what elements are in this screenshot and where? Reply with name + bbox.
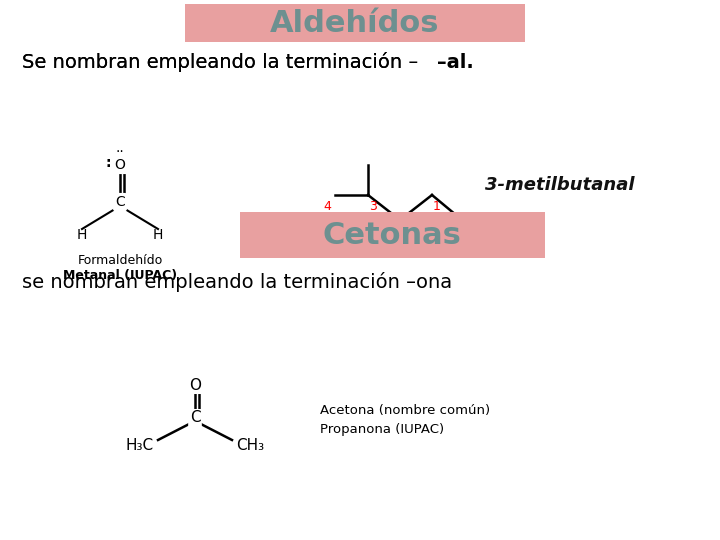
Text: Metanal (IUPAC): Metanal (IUPAC) (63, 268, 177, 281)
FancyBboxPatch shape (185, 4, 525, 42)
Text: ··: ·· (116, 145, 125, 159)
Text: Aldehídos: Aldehídos (270, 9, 440, 37)
Text: H: H (77, 228, 87, 242)
Text: Se nombran empleando la terminación –: Se nombran empleando la terminación – (22, 52, 418, 72)
Text: O: O (189, 377, 201, 393)
Text: 4: 4 (323, 200, 331, 213)
Text: H: H (153, 228, 163, 242)
Text: :: : (105, 156, 111, 170)
Text: 3: 3 (369, 200, 377, 213)
Text: –al.: –al. (437, 52, 474, 71)
Text: 1: 1 (433, 200, 441, 213)
Text: CHO: CHO (484, 211, 524, 229)
Text: H₃C: H₃C (126, 437, 154, 453)
Text: C: C (115, 195, 125, 209)
Text: CH₃: CH₃ (236, 437, 264, 453)
Text: Acetona (nombre común)
Propanona (IUPAC): Acetona (nombre común) Propanona (IUPAC) (320, 404, 490, 436)
Text: C: C (189, 410, 200, 426)
Text: se nombran empleando la terminación –ona: se nombran empleando la terminación –ona (22, 272, 452, 292)
Text: Se nombran empleando la terminación: Se nombran empleando la terminación (22, 52, 408, 72)
Text: Se nombran empleando la terminación –al.: Se nombran empleando la terminación –al. (22, 52, 492, 72)
FancyBboxPatch shape (240, 212, 545, 258)
Text: 3-metilbutanal: 3-metilbutanal (485, 176, 635, 194)
Text: Cetonas: Cetonas (323, 220, 462, 249)
Text: O: O (114, 158, 125, 172)
Text: 2: 2 (398, 226, 406, 239)
Text: Formaldehído: Formaldehído (77, 253, 163, 267)
